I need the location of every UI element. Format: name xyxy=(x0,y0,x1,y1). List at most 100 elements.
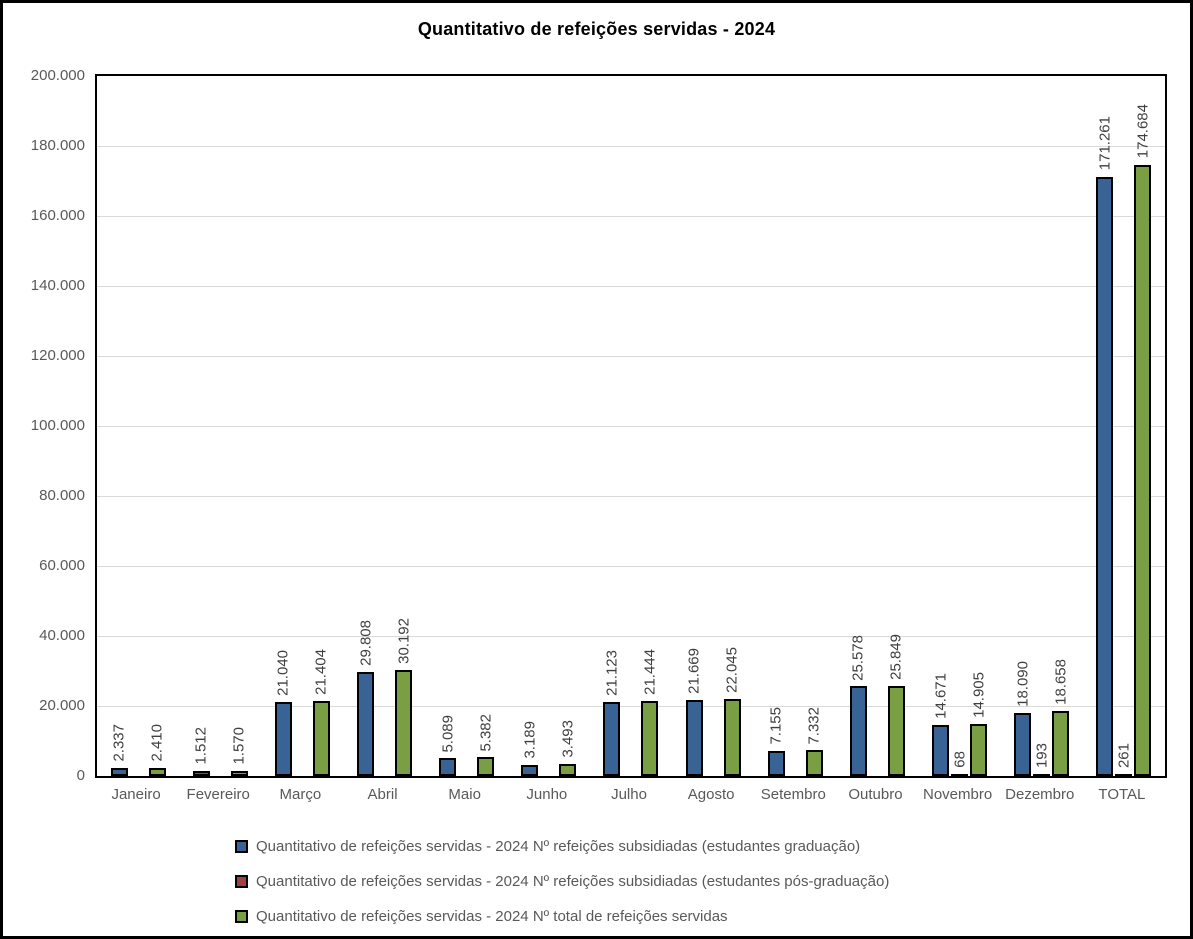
y-tick-label: 80.000 xyxy=(39,487,85,504)
bar-slot: 21.444 xyxy=(641,76,659,776)
grid-line xyxy=(97,636,1165,637)
x-category-label: Agosto xyxy=(687,786,735,803)
bar-slot xyxy=(869,76,886,776)
grid-line xyxy=(97,216,1165,217)
bar-slot: 3.189 xyxy=(521,76,539,776)
x-category-label: Dezembro xyxy=(1005,786,1075,803)
bar-slot: 14.671 xyxy=(932,76,950,776)
bar xyxy=(559,763,577,776)
bar-group: 1.512 1.570 xyxy=(179,76,261,776)
x-category-label: Janeiro xyxy=(111,786,161,803)
bar-value-label: 18.658 xyxy=(1052,658,1070,705)
bar-group: 29.808 30.192 xyxy=(343,76,425,776)
bar-value-label: 2.410 xyxy=(148,724,166,762)
x-category-label: Julho xyxy=(611,786,647,803)
bar-value-label: 25.578 xyxy=(849,634,867,681)
bar-slot: 2.410 xyxy=(148,76,166,776)
bar-slot: 21.404 xyxy=(312,76,330,776)
bar-value-label: 2.337 xyxy=(110,724,128,762)
legend-item: Quantitativo de refeições servidas - 202… xyxy=(235,836,889,857)
bar-value-label: 174.684 xyxy=(1134,104,1152,159)
bar-value-label: 30.192 xyxy=(395,618,413,665)
bar-value-label: 68 xyxy=(951,751,969,768)
bar xyxy=(887,685,905,776)
x-category-label: Abril xyxy=(367,786,398,803)
bar-value-label: 3.493 xyxy=(559,720,577,758)
bar-slot: 22.045 xyxy=(723,76,741,776)
legend-marker xyxy=(235,875,248,888)
bar-slot xyxy=(212,76,229,776)
bar xyxy=(1134,164,1152,776)
bar-value-label: 21.404 xyxy=(312,649,330,696)
grid-line xyxy=(97,146,1165,147)
bar xyxy=(951,774,969,776)
bar-slot: 5.382 xyxy=(477,76,495,776)
plot-area: 2.337 2.410 1.512 1.570 21.040 21.404 29.808 30… xyxy=(95,74,1167,778)
bar-value-label: 14.671 xyxy=(932,672,950,719)
bar xyxy=(1096,176,1114,776)
bar-slot: 7.155 xyxy=(767,76,785,776)
bar-slot: 174.684 xyxy=(1134,76,1152,776)
bar-slot: 3.493 xyxy=(559,76,577,776)
legend-label: Quantitativo de refeições servidas - 202… xyxy=(256,873,890,890)
bar-slot: 2.337 xyxy=(110,76,128,776)
bar xyxy=(805,750,823,776)
bar-slot: 21.123 xyxy=(603,76,621,776)
bar-value-label: 21.669 xyxy=(685,648,703,695)
bar xyxy=(148,767,166,776)
y-tick-label: 20.000 xyxy=(39,697,85,714)
y-tick-label: 100.000 xyxy=(30,417,85,434)
bar-slot: 30.192 xyxy=(395,76,413,776)
bar-value-label: 22.045 xyxy=(723,646,741,693)
bar-slot: 25.578 xyxy=(849,76,867,776)
bar xyxy=(477,757,495,776)
bar-slot xyxy=(294,76,311,776)
bar-slot: 193 xyxy=(1033,76,1051,776)
bar xyxy=(274,702,292,776)
bar-group: 5.089 5.382 xyxy=(426,76,508,776)
chart-title: Quantitativo de refeições servidas - 202… xyxy=(417,19,776,39)
y-tick-label: 200.000 xyxy=(30,67,85,84)
bar-value-label: 7.332 xyxy=(805,706,823,745)
bar xyxy=(767,750,785,776)
bar xyxy=(357,671,375,776)
x-category-label: Novembro xyxy=(923,786,993,803)
y-tick-label: 120.000 xyxy=(30,347,85,364)
bar-group: 21.669 22.045 xyxy=(672,76,754,776)
bar-value-label: 29.808 xyxy=(357,619,375,666)
bar xyxy=(1052,710,1070,776)
bar xyxy=(1115,774,1133,776)
legend-marker xyxy=(235,840,248,853)
bar-slot xyxy=(376,76,393,776)
bar xyxy=(641,700,659,776)
bar-value-label: 193 xyxy=(1033,742,1051,768)
bar-group: 3.189 3.493 xyxy=(508,76,590,776)
bar xyxy=(230,770,248,776)
bar-slot: 1.570 xyxy=(230,76,248,776)
bar-slot: 68 xyxy=(951,76,969,776)
bar xyxy=(521,764,539,776)
bar-value-label: 5.382 xyxy=(477,713,495,752)
bar xyxy=(395,670,413,776)
bar-slot xyxy=(787,76,804,776)
bar xyxy=(439,758,457,776)
bar-slot: 261 xyxy=(1115,76,1133,776)
x-category-label: TOTAL xyxy=(1098,786,1146,803)
bar xyxy=(932,724,950,776)
x-category-label: Setembro xyxy=(760,786,826,803)
bar-value-label: 25.849 xyxy=(887,633,905,680)
bar-slot xyxy=(130,76,147,776)
bar-group: 21.040 21.404 xyxy=(261,76,343,776)
bar-slot: 5.089 xyxy=(439,76,457,776)
bar-slot: 7.332 xyxy=(805,76,823,776)
grid-line xyxy=(97,286,1165,287)
bar-value-label: 14.905 xyxy=(970,671,988,718)
bar-slot: 21.669 xyxy=(685,76,703,776)
bar-group: 2.337 2.410 xyxy=(97,76,179,776)
bar-slot: 171.261 xyxy=(1096,76,1114,776)
y-tick-label: 60.000 xyxy=(39,557,85,574)
bar xyxy=(312,701,330,776)
bar-group: 7.155 7.332 xyxy=(754,76,836,776)
bar-slot: 21.040 xyxy=(274,76,292,776)
